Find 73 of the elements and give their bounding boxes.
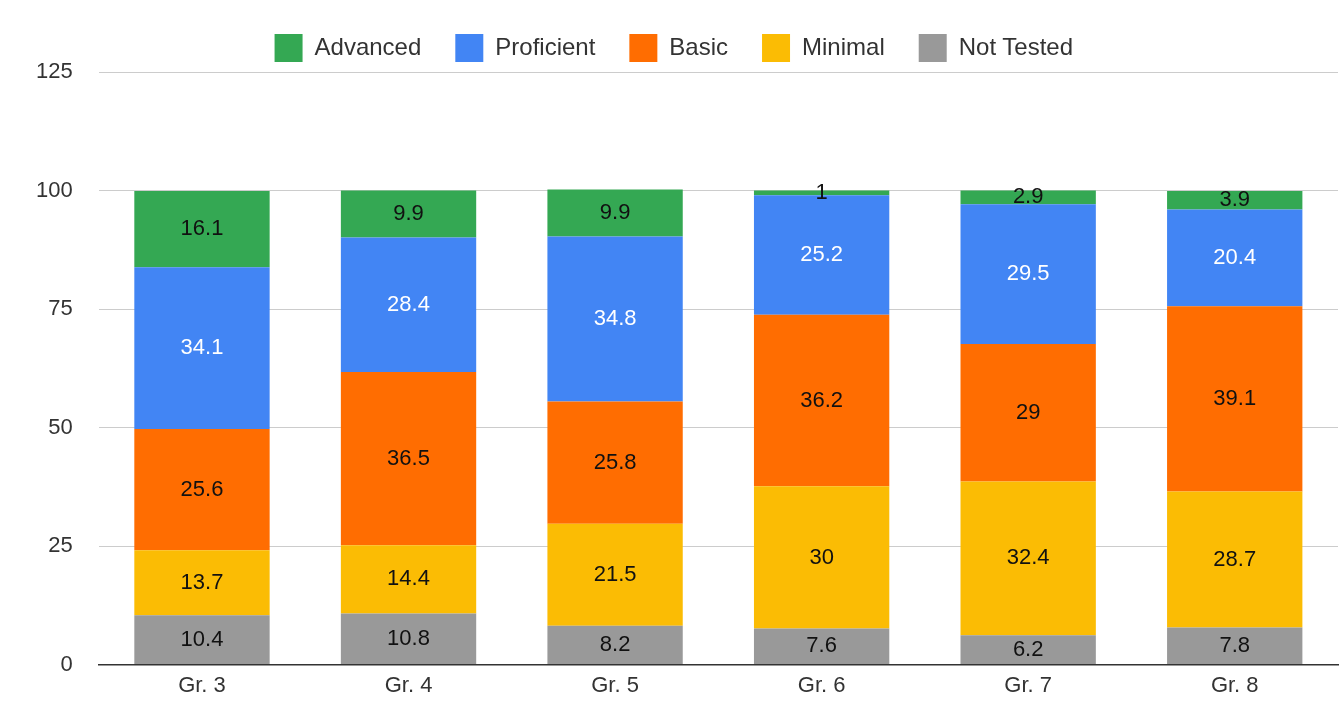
data-label: 2.9 [1012, 183, 1044, 209]
data-label: 20.4 [1213, 243, 1257, 269]
data-label: 13.7 [180, 568, 224, 594]
bar [960, 481, 1096, 636]
data-label: 36.2 [800, 386, 844, 412]
data-label: 29 [1015, 398, 1041, 424]
bar [547, 236, 683, 402]
legend-label: Minimal [802, 32, 885, 60]
data-label: 16.1 [180, 215, 224, 241]
bar [134, 550, 270, 616]
x-tick-label: Gr. 6 [797, 671, 846, 697]
data-label: 25.6 [180, 475, 224, 501]
legend-label: Basic [669, 32, 729, 60]
x-tick-label: Gr. 3 [178, 671, 226, 697]
bar [1167, 627, 1303, 665]
bar [960, 204, 1096, 345]
bar [960, 635, 1096, 665]
bar [753, 628, 890, 665]
data-label: 7.6 [806, 632, 837, 658]
data-label: 21.5 [593, 560, 637, 586]
x-tick-label: Gr. 7 [1004, 671, 1053, 697]
bar [340, 190, 477, 238]
data-label: 32.4 [1006, 544, 1050, 570]
data-label: 36.5 [387, 444, 430, 470]
data-label: 25.8 [593, 448, 637, 474]
y-tick-label: 100 [35, 176, 73, 202]
x-tick-label: Gr. 8 [1210, 671, 1259, 697]
data-label: 9.9 [393, 200, 424, 226]
data-label: 7.8 [1219, 631, 1251, 657]
data-label: 25.2 [800, 241, 844, 267]
bar [134, 267, 270, 429]
bar [1167, 209, 1303, 307]
legend-label: Advanced [314, 32, 422, 60]
y-tick-label: 125 [35, 58, 73, 84]
bar [547, 189, 683, 237]
y-tick-label: 25 [48, 532, 73, 558]
data-label: 34.8 [593, 305, 637, 331]
data-label: 1 [815, 178, 828, 204]
bar [134, 615, 270, 665]
bar [547, 523, 683, 626]
bar [340, 545, 477, 614]
bar [340, 237, 477, 373]
bar [547, 401, 683, 524]
legend-label: Not Tested [958, 32, 1074, 60]
bar [340, 613, 477, 665]
data-label: 29.5 [1006, 260, 1050, 286]
x-tick-label: Gr. 5 [591, 671, 639, 697]
data-label: 30 [809, 543, 834, 569]
bar [753, 314, 890, 487]
data-label: 8.2 [599, 630, 631, 656]
bar [1167, 306, 1303, 492]
bar [134, 428, 270, 551]
x-tick-label: Gr. 4 [384, 671, 433, 697]
data-label: 10.8 [387, 624, 430, 650]
bar [960, 344, 1096, 482]
bar [134, 190, 270, 268]
y-tick-label: 0 [60, 650, 73, 676]
data-label: 9.9 [599, 199, 631, 225]
data-label: 14.4 [387, 565, 430, 591]
data-label: 39.1 [1213, 384, 1257, 410]
data-label: 10.4 [180, 625, 224, 651]
y-tick-label: 50 [48, 413, 73, 439]
data-label: 28.7 [1213, 545, 1257, 571]
data-label: 6.2 [1012, 635, 1044, 661]
bar [1167, 491, 1303, 628]
bar [340, 372, 477, 546]
y-tick-label: 75 [48, 295, 73, 321]
legend-label: Proficient [495, 32, 596, 60]
data-label: 3.9 [1219, 186, 1251, 212]
data-label: 34.1 [180, 334, 224, 360]
bar [547, 625, 683, 665]
data-label: 28.4 [387, 290, 430, 316]
bar [753, 486, 890, 629]
